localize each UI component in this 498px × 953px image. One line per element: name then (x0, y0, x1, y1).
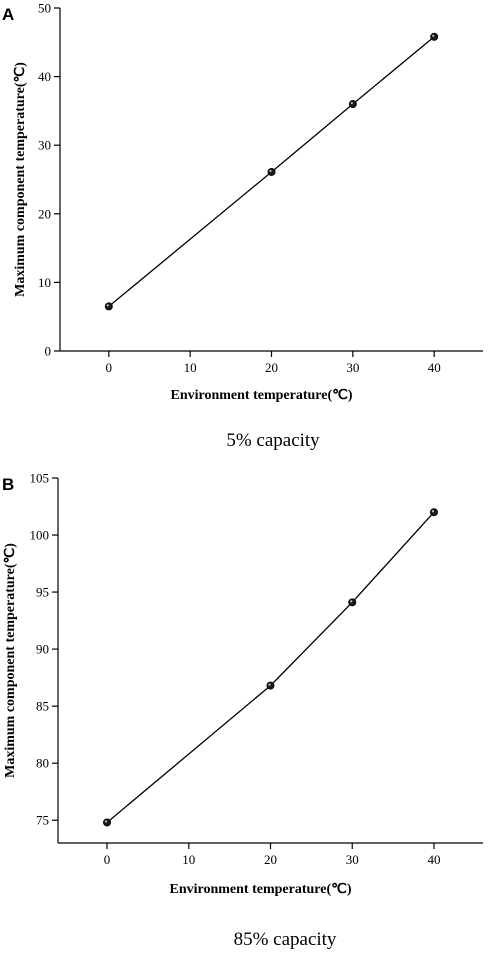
data-point (103, 818, 112, 827)
y-tick-label: 20 (38, 206, 51, 221)
series-line (106, 511, 435, 823)
data-point (430, 32, 439, 41)
x-tick-label: 10 (182, 852, 195, 867)
y-tick-label: 100 (30, 528, 50, 543)
data-point (266, 681, 275, 690)
data-point (429, 508, 438, 517)
panel-caption: 5% capacity (226, 430, 320, 451)
x-tick-label: 40 (427, 852, 440, 867)
series-line (108, 36, 435, 307)
x-tick-label: 0 (106, 360, 113, 375)
y-tick-label: 80 (36, 756, 49, 771)
y-tick-label: 85 (36, 699, 49, 714)
data-point-highlight (350, 101, 353, 105)
x-axis-title: Environment temperature(℃) (170, 388, 352, 403)
y-tick-label: 10 (38, 275, 51, 290)
data-point (348, 100, 357, 109)
data-point-highlight (104, 820, 108, 823)
y-tick-label: 75 (36, 813, 49, 828)
data-point-highlight (269, 169, 272, 173)
y-axis-title: Maximum component temperature(℃) (3, 543, 18, 778)
chart-panel-b: B 0 10 20 30 40 75 80 85 90 95 100 105 Environment te… (2, 471, 483, 950)
panel-label: B (2, 475, 14, 494)
x-tick-label: 40 (428, 360, 441, 375)
data-point (267, 167, 276, 176)
y-tick-label: 0 (45, 344, 52, 359)
y-tick-label: 90 (36, 642, 49, 657)
data-point-highlight (432, 34, 435, 37)
y-tick-label: 50 (38, 1, 51, 16)
data-point (348, 598, 357, 607)
data-point-highlight (431, 510, 435, 513)
data-point (104, 302, 113, 311)
x-tick-label: 30 (346, 852, 359, 867)
panel-caption: 85% capacity (234, 929, 337, 950)
x-tick-label: 10 (184, 360, 197, 375)
data-point-highlight (350, 600, 353, 603)
data-point-highlight (268, 683, 271, 686)
y-tick-label: 40 (38, 69, 51, 84)
y-tick-label: 105 (30, 471, 50, 486)
x-tick-label: 20 (265, 360, 278, 375)
x-tick-label: 0 (104, 852, 111, 867)
x-tick-label: 20 (264, 852, 277, 867)
data-point-highlight (106, 304, 109, 307)
y-axis-title: Maximum component temperature(℃) (13, 62, 28, 297)
x-axis-title: Environment temperature(℃) (169, 882, 351, 897)
panel-label: A (2, 5, 14, 24)
chart-panel-a: A 0 10 20 30 40 0 10 20 30 40 50 Environment tempera… (2, 1, 483, 451)
y-tick-label: 30 (38, 138, 51, 153)
y-tick-label: 95 (36, 585, 49, 600)
x-tick-label: 30 (346, 360, 359, 375)
